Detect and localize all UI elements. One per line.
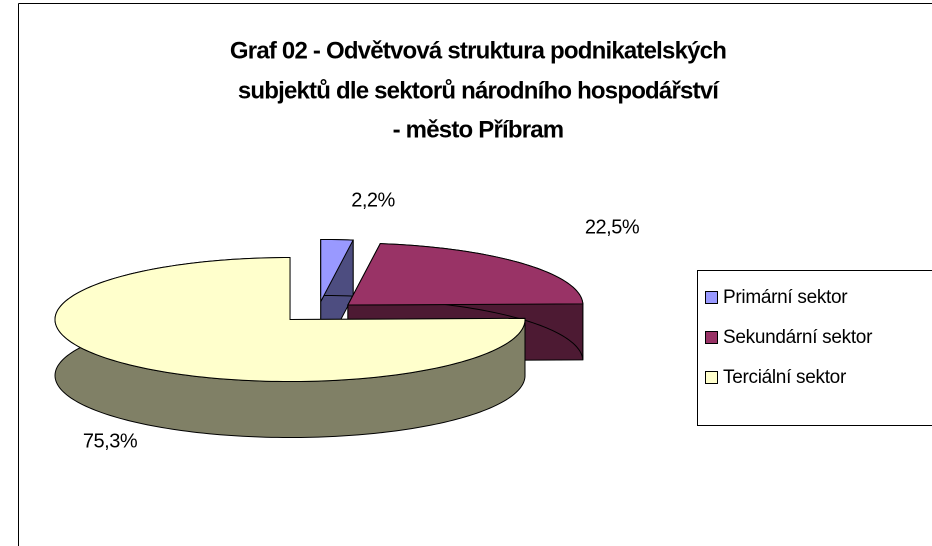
legend-label: Primární sektor bbox=[723, 287, 848, 308]
legend-label: Sekundární sektor bbox=[723, 327, 873, 348]
slice bbox=[347, 243, 584, 306]
chart-title: subjektů dle sektorů národního hospodářs… bbox=[238, 77, 720, 104]
legend-swatch bbox=[705, 291, 718, 304]
chart-title: - město Příbram bbox=[393, 116, 564, 143]
legend-label: Terciální sektor bbox=[723, 367, 847, 388]
slice bbox=[54, 257, 526, 383]
legend-swatch bbox=[705, 371, 718, 384]
data-label: 22,5% bbox=[585, 216, 640, 238]
legend-box bbox=[697, 270, 932, 426]
chart-title: Graf 02 - Odvětvová struktura podnikatel… bbox=[230, 37, 726, 64]
slice bbox=[320, 238, 354, 302]
legend-swatch bbox=[705, 331, 718, 344]
data-label: 2,2% bbox=[351, 189, 395, 211]
data-label: 75,3% bbox=[83, 430, 138, 452]
